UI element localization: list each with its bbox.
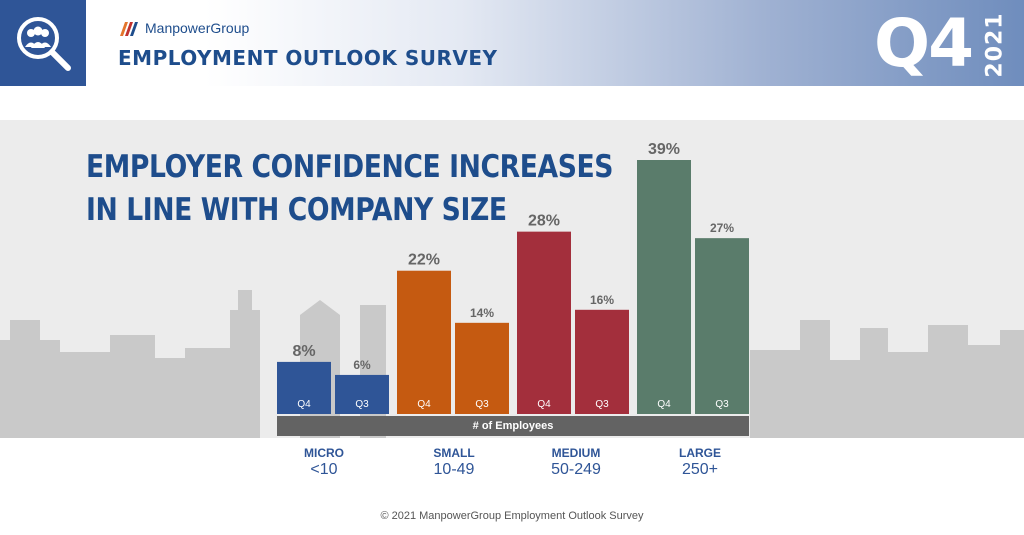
bar-series-label: Q3	[595, 399, 609, 410]
bar-large-q3	[695, 238, 749, 414]
group-label-medium: MEDIUM 50-249	[516, 446, 636, 479]
magnifier-people-icon	[17, 17, 71, 71]
bar-series-label: Q3	[715, 399, 729, 410]
value-label: 27%	[710, 221, 734, 235]
bar-series-label: Q4	[417, 399, 431, 410]
quarter-label: Q4	[873, 5, 974, 82]
copyright-footer: © 2021 ManpowerGroup Employment Outlook …	[380, 510, 644, 522]
bar-small-q4	[397, 270, 451, 414]
header-banner: ManpowerGroup EMPLOYMENT OUTLOOK SURVEY …	[0, 0, 1024, 86]
value-label: 22%	[408, 252, 440, 269]
group-label-large: LARGE 250+	[640, 446, 760, 479]
bar-small-q3	[455, 322, 509, 414]
group-label-micro: MICRO <10	[264, 446, 384, 479]
bar-large-q4	[637, 160, 691, 414]
bar-micro-q3	[335, 374, 389, 414]
bar-medium-q4	[517, 231, 571, 414]
brand-name: ManpowerGroup	[145, 20, 250, 36]
group-range: 250+	[681, 461, 719, 478]
headline-line-2: IN LINE WITH COMPANY SIZE	[86, 192, 507, 228]
survey-title: EMPLOYMENT OUTLOOK SURVEY	[118, 46, 498, 70]
group-name: LARGE	[679, 446, 721, 460]
group-name: MICRO	[304, 446, 344, 460]
group-label-small: SMALL 10-49	[394, 446, 514, 479]
group-range: <10	[310, 461, 338, 478]
group-name: MEDIUM	[551, 446, 601, 460]
bar-series-label: Q4	[657, 399, 671, 410]
bar-series-label: Q4	[537, 399, 551, 410]
bar-series-label: Q3	[355, 399, 369, 410]
city-skyline-decoration	[0, 290, 1024, 438]
bar-series-label: Q4	[297, 399, 311, 410]
value-label: 6%	[353, 358, 371, 372]
chart-headline: EMPLOYER CONFIDENCE INCREASES IN LINE WI…	[86, 146, 613, 232]
survey-icon-box	[0, 0, 86, 86]
bar-series-label: Q3	[475, 399, 489, 410]
group-range: 10-49	[433, 461, 475, 478]
value-label: 14%	[470, 306, 494, 320]
value-label: 28%	[528, 213, 560, 230]
value-label: 16%	[590, 293, 614, 307]
group-range: 50-249	[551, 461, 601, 478]
value-label: 8%	[292, 343, 315, 360]
group-name: SMALL	[433, 446, 475, 460]
bar-micro-q4	[277, 361, 331, 414]
manpower-logo-icon	[120, 22, 138, 37]
headline-line-1: EMPLOYER CONFIDENCE INCREASES	[86, 149, 614, 185]
x-axis-label: # of Employees	[277, 416, 749, 436]
bar-medium-q3	[575, 309, 629, 414]
brand-logo: ManpowerGroup	[120, 20, 250, 37]
value-label: 39%	[648, 141, 680, 158]
